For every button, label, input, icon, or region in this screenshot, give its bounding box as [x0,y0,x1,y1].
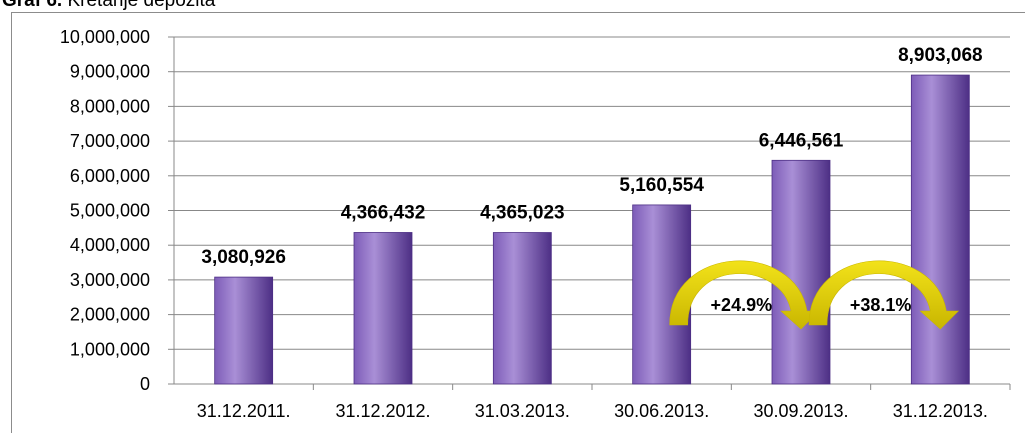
y-tick-label: 6,000,000 [70,166,150,186]
data-label: 3,080,926 [201,247,286,268]
x-tick-label: 31.03.2013. [475,401,570,421]
y-tick-label: 3,000,000 [70,270,150,290]
data-label: 5,160,554 [619,175,704,196]
y-tick-label: 2,000,000 [70,305,150,325]
chart-frame [11,12,1025,433]
data-label: 4,366,432 [341,202,426,223]
x-tick-label: 30.06.2013. [614,401,709,421]
y-tick-label: 7,000,000 [70,131,150,151]
y-tick-label: 9,000,000 [70,62,150,82]
y-tick-label: 8,000,000 [70,96,150,116]
y-tick-label: 1,000,000 [70,339,150,359]
caption-text: Kretanje depozita [67,0,216,11]
bar [214,276,274,385]
y-tick-label: 0 [140,374,150,394]
bar [492,232,552,385]
growth-label: +24.9% [711,295,773,315]
growth-arrow [808,260,960,330]
y-tick-label: 5,000,000 [70,201,150,221]
growth-label: +38.1% [850,295,912,315]
y-tick-label: 10,000,000 [60,27,150,47]
bar [771,159,831,385]
x-tick-label: 31.12.2012. [335,401,430,421]
data-label: 8,903,068 [898,45,983,66]
bar [910,74,970,385]
data-label: 4,365,023 [480,203,565,224]
y-tick-label: 4,000,000 [70,235,150,255]
data-label: 6,446,561 [759,130,844,151]
bar [353,232,413,385]
x-tick-label: 31.12.2013. [893,401,988,421]
chart-caption: Graf 6. Kretanje depozita [2,0,215,11]
x-tick-label: 31.12.2011. [197,401,291,421]
caption-prefix: Graf 6. [2,0,63,11]
x-tick-label: 30.09.2013. [753,401,848,421]
